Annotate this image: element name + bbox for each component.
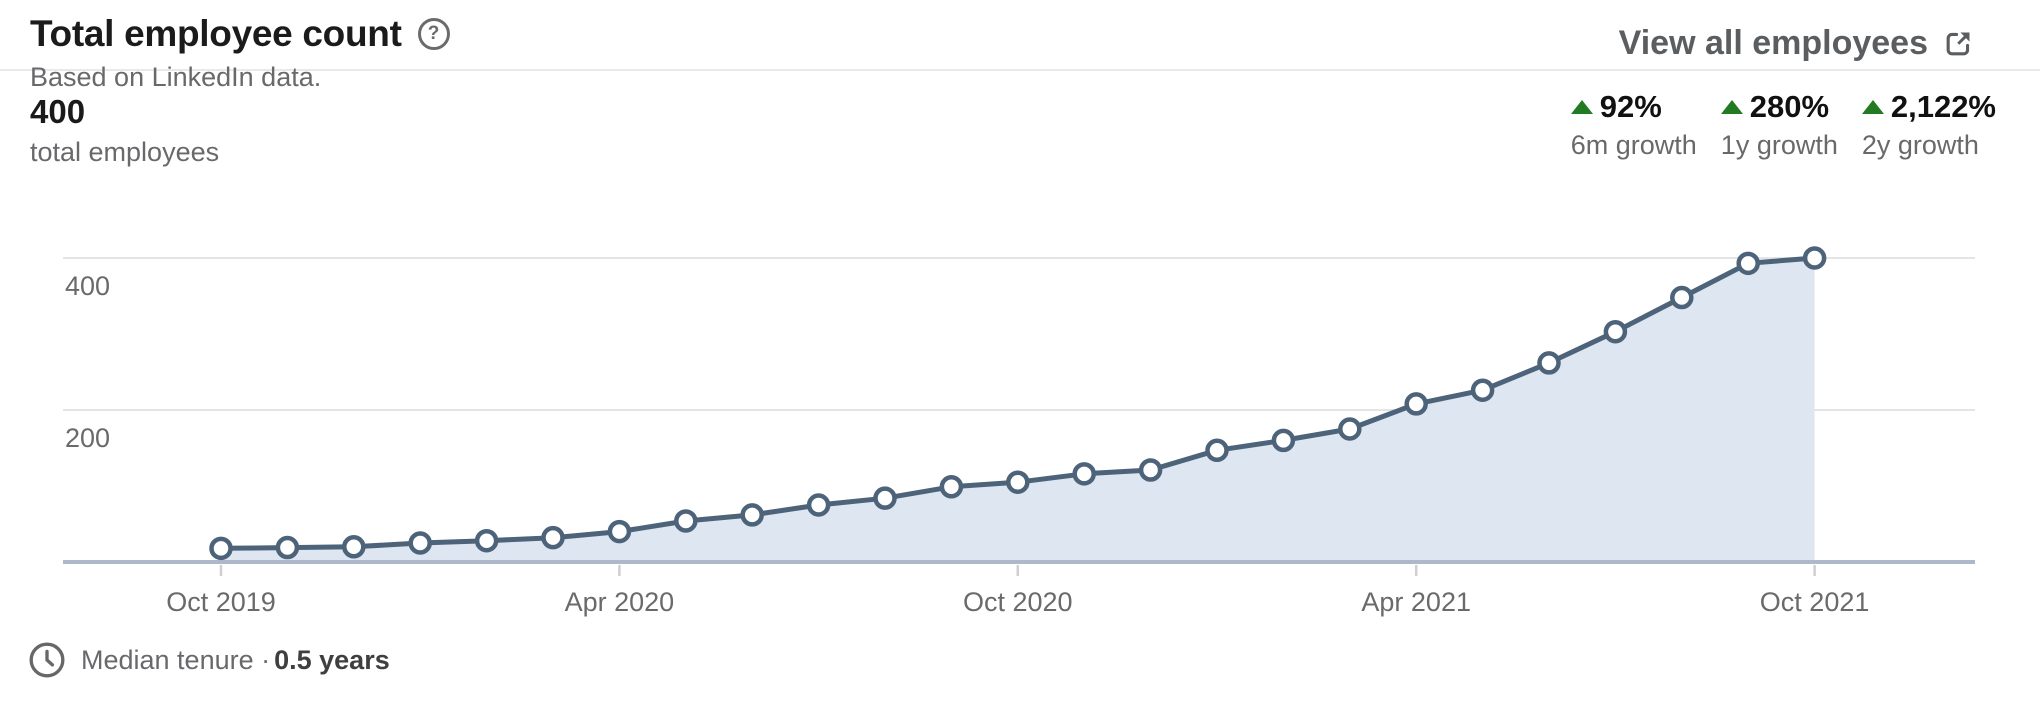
employee-count-chart[interactable]: 200 400 Oct 2019 Apr 2020 Oct 2020 Apr 2021 Oc… [0,174,2040,634]
total-employees-label: total employees [30,137,220,167]
page-title: Total employee count [30,13,402,54]
growth-1y-label: 1y growth [1720,130,1838,160]
growth-2y-label: 2y growth [1861,130,1979,160]
area-fill [221,258,1815,562]
growth-stats: 92% 6m growth 280% 1y growth 2,122% 2y g… [1570,89,1996,161]
growth-2y: 2,122% 2y growth [1861,89,1996,161]
x-axis-label: Oct 2019 [166,587,276,617]
data-point[interactable] [1205,438,1229,463]
subtitle: Based on LinkedIn data. [30,61,322,92]
data-point[interactable] [1072,462,1096,486]
growth-up-icon [1570,99,1593,114]
median-tenure-row: Median tenure · 0.5 years [0,634,2040,686]
y-axis-label: 400 [65,271,110,301]
total-employees-stat: 400 total employees [30,95,2040,168]
data-point[interactable] [1470,378,1495,402]
growth-1y-value: 280% [1749,89,1830,124]
data-point[interactable] [740,503,764,527]
growth-up-icon [1861,99,1884,114]
data-point[interactable] [873,486,897,510]
data-point[interactable] [1537,351,1561,375]
view-all-employees-link[interactable]: View all employees [1619,24,1974,63]
y-axis-label: 200 [65,423,110,453]
data-point[interactable] [1603,319,1628,344]
median-tenure-value: 0.5 years [274,644,390,675]
data-point[interactable] [1736,251,1760,276]
panel-header: Total employee count ? Based on LinkedIn… [0,0,2040,92]
growth-6m-label: 6m growth [1570,130,1697,160]
data-point[interactable] [342,535,366,559]
data-point[interactable] [1138,458,1163,482]
total-employees-value: 400 [30,93,86,130]
median-tenure-label: Median tenure · [81,644,271,675]
view-all-label: View all employees [1618,24,1928,62]
data-point[interactable] [1802,246,1827,270]
data-point[interactable] [275,535,300,560]
data-point[interactable] [939,475,964,499]
help-icon[interactable]: ? [417,18,450,51]
data-point[interactable] [1670,285,1694,310]
x-axis-label: Apr 2021 [1361,587,1471,617]
data-point[interactable] [1338,417,1362,441]
data-point[interactable] [674,509,698,533]
data-point[interactable] [1006,470,1030,494]
growth-up-icon [1720,99,1743,114]
data-point[interactable] [607,519,632,544]
clock-icon [28,641,66,679]
x-axis-label: Oct 2020 [963,587,1073,617]
external-link-icon [1943,28,1974,59]
growth-2y-value: 2,122% [1890,89,1996,124]
data-point[interactable] [408,531,432,555]
data-point[interactable] [474,528,499,553]
growth-6m-value: 92% [1599,89,1662,124]
stats-row: 400 total employees 92% 6m growth 280% 1… [0,71,2040,174]
growth-6m: 92% 6m growth [1570,89,1697,161]
growth-1y: 280% 1y growth [1720,89,1838,161]
x-axis-label: Apr 2020 [565,587,675,617]
data-point[interactable] [1271,428,1296,453]
data-point[interactable] [1404,392,1428,416]
data-point[interactable] [541,525,565,550]
data-point[interactable] [806,493,831,517]
data-point[interactable] [209,536,233,561]
x-axis-label: Oct 2021 [1760,587,1870,617]
